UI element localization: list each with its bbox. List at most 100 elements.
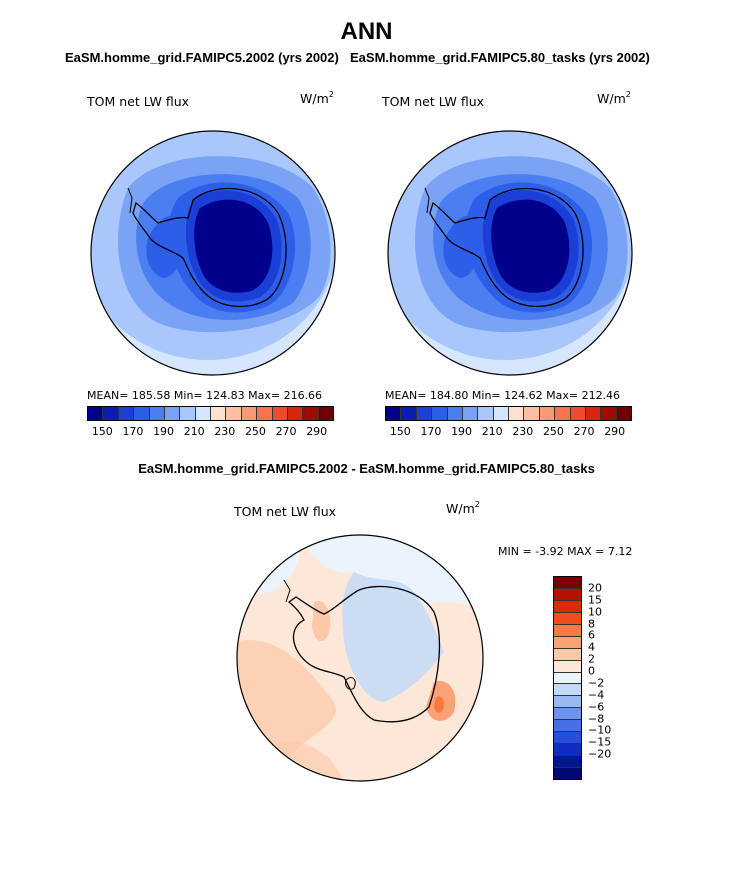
colorbar-swatch bbox=[539, 407, 556, 420]
colorbar-tick-label: 150 bbox=[91, 425, 113, 438]
colorbar-tick-label: 10 bbox=[588, 605, 602, 619]
colorbar-swatch bbox=[401, 407, 417, 420]
colorbar-tick-label: 20 bbox=[588, 581, 602, 595]
colorbar-swatch bbox=[554, 600, 581, 613]
colorbar-swatch bbox=[416, 407, 433, 420]
colorbar-tick-label: −20 bbox=[588, 747, 612, 761]
colorbar-swatch bbox=[554, 672, 581, 685]
colorbar-swatch bbox=[478, 407, 494, 420]
colorbar-swatch bbox=[103, 407, 119, 420]
colorbar-swatch bbox=[554, 588, 581, 601]
colorbar-swatch bbox=[554, 756, 581, 768]
colorbar-tick-label: 290 bbox=[306, 425, 328, 438]
colorbar-tick-label: −6 bbox=[588, 700, 605, 714]
colorbar-tick-label: −15 bbox=[588, 735, 612, 749]
left-units: W/m2 bbox=[300, 90, 334, 106]
right-units: W/m2 bbox=[597, 90, 631, 106]
colorbar-swatch bbox=[554, 684, 581, 697]
left-polar-map bbox=[90, 130, 336, 376]
colorbar-swatch bbox=[118, 407, 135, 420]
colorbar-swatch bbox=[134, 407, 150, 420]
colorbar-tick-label: 4 bbox=[588, 640, 595, 654]
colorbar-swatch bbox=[149, 407, 165, 420]
colorbar-swatch bbox=[554, 744, 581, 757]
colorbar-swatch bbox=[509, 407, 525, 420]
diff-colorbar bbox=[553, 576, 582, 780]
colorbar-swatch bbox=[88, 407, 104, 420]
colorbar-tick-label: 2 bbox=[588, 652, 595, 666]
left-colorbar bbox=[87, 406, 334, 421]
colorbar-swatch bbox=[241, 407, 258, 420]
diff-units: W/m2 bbox=[446, 500, 480, 516]
season-title: ANN bbox=[340, 18, 393, 45]
colorbar-tick-label: −4 bbox=[588, 688, 605, 702]
colorbar-swatch bbox=[554, 708, 581, 721]
difference-title: EaSM.homme_grid.FAMIPC5.2002 - EaSM.homm… bbox=[138, 461, 595, 476]
colorbar-swatch bbox=[211, 407, 227, 420]
colorbar-swatch bbox=[318, 407, 333, 420]
colorbar-swatch bbox=[287, 407, 304, 420]
colorbar-swatch bbox=[554, 696, 581, 709]
colorbar-tick-label: 170 bbox=[122, 425, 144, 438]
right-case-title: EaSM.homme_grid.FAMIPC5.80_tasks (yrs 20… bbox=[350, 50, 650, 65]
colorbar-tick-label: 0 bbox=[588, 664, 595, 678]
right-colorbar-ticks: 150 170 190 210 230 250 270 290 bbox=[385, 425, 630, 439]
diff-panel-label: TOM net LW flux bbox=[234, 504, 337, 519]
left-panel-label: TOM net LW flux bbox=[87, 94, 190, 109]
colorbar-tick-label: −10 bbox=[588, 723, 612, 737]
colorbar-swatch bbox=[554, 612, 581, 625]
colorbar-tick-label: 210 bbox=[183, 425, 205, 438]
colorbar-swatch bbox=[554, 732, 581, 745]
right-colorbar bbox=[385, 406, 632, 421]
colorbar-tick-label: 15 bbox=[588, 593, 602, 607]
colorbar-tick-label: 250 bbox=[244, 425, 266, 438]
colorbar-swatch bbox=[432, 407, 448, 420]
colorbar-swatch bbox=[554, 768, 581, 779]
colorbar-swatch bbox=[554, 660, 581, 673]
colorbar-swatch bbox=[554, 648, 581, 661]
colorbar-swatch bbox=[257, 407, 273, 420]
colorbar-tick-label: 190 bbox=[451, 425, 473, 438]
colorbar-swatch bbox=[180, 407, 196, 420]
left-stats: MEAN= 185.58 Min= 124.83 Max= 216.66 bbox=[87, 389, 323, 402]
colorbar-tick-label: 270 bbox=[573, 425, 595, 438]
colorbar-tick-label: 290 bbox=[604, 425, 626, 438]
colorbar-tick-label: 190 bbox=[153, 425, 175, 438]
colorbar-swatch bbox=[493, 407, 509, 420]
colorbar-swatch bbox=[616, 407, 631, 420]
difference-polar-map bbox=[236, 534, 484, 782]
right-panel-label: TOM net LW flux bbox=[382, 94, 485, 109]
colorbar-swatch bbox=[585, 407, 602, 420]
colorbar-tick-label: 210 bbox=[481, 425, 503, 438]
colorbar-swatch bbox=[524, 407, 540, 420]
colorbar-tick-label: −8 bbox=[588, 712, 605, 726]
colorbar-swatch bbox=[226, 407, 242, 420]
colorbar-tick-label: 270 bbox=[275, 425, 297, 438]
colorbar-swatch bbox=[447, 407, 463, 420]
colorbar-swatch bbox=[555, 407, 571, 420]
colorbar-tick-label: 250 bbox=[542, 425, 564, 438]
colorbar-tick-label: 8 bbox=[588, 617, 595, 631]
colorbar-tick-label: 170 bbox=[420, 425, 442, 438]
right-stats: MEAN= 184.80 Min= 124.62 Max= 212.46 bbox=[385, 389, 621, 402]
colorbar-swatch bbox=[272, 407, 288, 420]
right-polar-map bbox=[387, 130, 633, 376]
left-case-title: EaSM.homme_grid.FAMIPC5.2002 (yrs 2002) bbox=[65, 50, 339, 65]
diff-stats: MIN = -3.92 MAX = 7.12 bbox=[498, 545, 633, 558]
colorbar-tick-label: 230 bbox=[512, 425, 534, 438]
colorbar-tick-label: 6 bbox=[588, 628, 595, 642]
colorbar-swatch bbox=[601, 407, 617, 420]
colorbar-swatch bbox=[386, 407, 402, 420]
colorbar-swatch bbox=[554, 624, 581, 637]
colorbar-tick-label: 230 bbox=[214, 425, 236, 438]
colorbar-swatch bbox=[462, 407, 479, 420]
colorbar-swatch bbox=[554, 577, 581, 589]
colorbar-swatch bbox=[554, 636, 581, 649]
colorbar-swatch bbox=[303, 407, 319, 420]
colorbar-tick-label: −2 bbox=[588, 676, 605, 690]
diff-colorbar-ticks: 20 15 10 8 6 4 2 0 −2 −4 −6 −8 −10 −15 −20 bbox=[588, 576, 638, 778]
colorbar-swatch bbox=[195, 407, 211, 420]
colorbar-tick-label: 150 bbox=[389, 425, 411, 438]
colorbar-swatch bbox=[570, 407, 586, 420]
colorbar-swatch bbox=[554, 720, 581, 733]
